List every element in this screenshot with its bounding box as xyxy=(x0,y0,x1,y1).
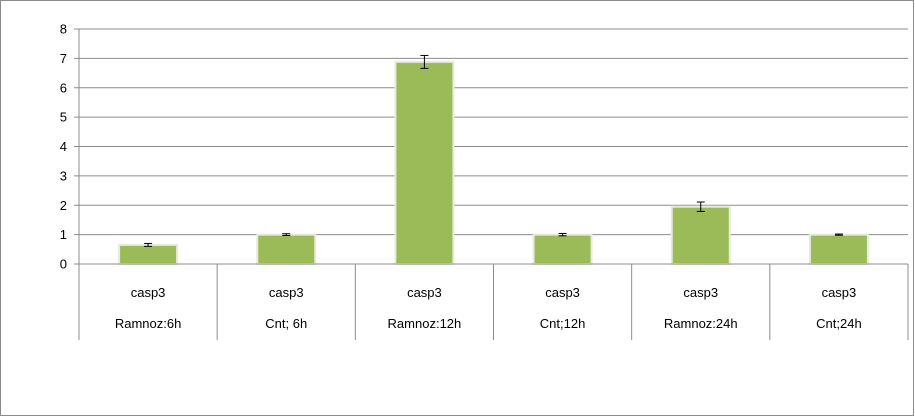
category-gene-label: casp3 xyxy=(131,285,166,300)
labels: 0 1 2 3 4 5 6 7 8 casp3 Ramnoz:6h casp3 Cnt; 6h casp3… xyxy=(60,22,862,332)
y-tick-label: 1 xyxy=(60,227,67,242)
y-tick-label: 8 xyxy=(60,22,67,37)
bar xyxy=(808,233,869,265)
y-tick-label: 0 xyxy=(60,257,67,272)
category-group-label: Ramnoz:12h xyxy=(388,316,462,331)
y-tick-label: 5 xyxy=(60,110,67,125)
category-group-label: Cnt;12h xyxy=(540,316,586,331)
category-gene-label: casp3 xyxy=(407,285,442,300)
bar xyxy=(118,243,179,265)
category-gene-label: casp3 xyxy=(545,285,580,300)
bar xyxy=(670,205,731,265)
category-gene-label: casp3 xyxy=(683,285,718,300)
category-group-label: Cnt;24h xyxy=(816,316,862,331)
category-group-label: Cnt; 6h xyxy=(265,316,307,331)
bar xyxy=(256,233,317,265)
category-group-label: Ramnoz:24h xyxy=(664,316,738,331)
category-group-label: Ramnoz:6h xyxy=(115,316,181,331)
category-gene-label: casp3 xyxy=(269,285,304,300)
axes xyxy=(74,28,909,340)
gridlines xyxy=(79,28,908,236)
bar xyxy=(394,60,455,266)
y-tick-label: 6 xyxy=(60,80,67,95)
y-tick-label: 2 xyxy=(60,198,67,213)
y-tick-label: 3 xyxy=(60,168,67,183)
bars xyxy=(118,54,869,266)
category-gene-label: casp3 xyxy=(822,285,857,300)
bar xyxy=(532,233,593,265)
y-tick-label: 4 xyxy=(60,139,67,154)
y-tick-label: 7 xyxy=(60,51,67,66)
